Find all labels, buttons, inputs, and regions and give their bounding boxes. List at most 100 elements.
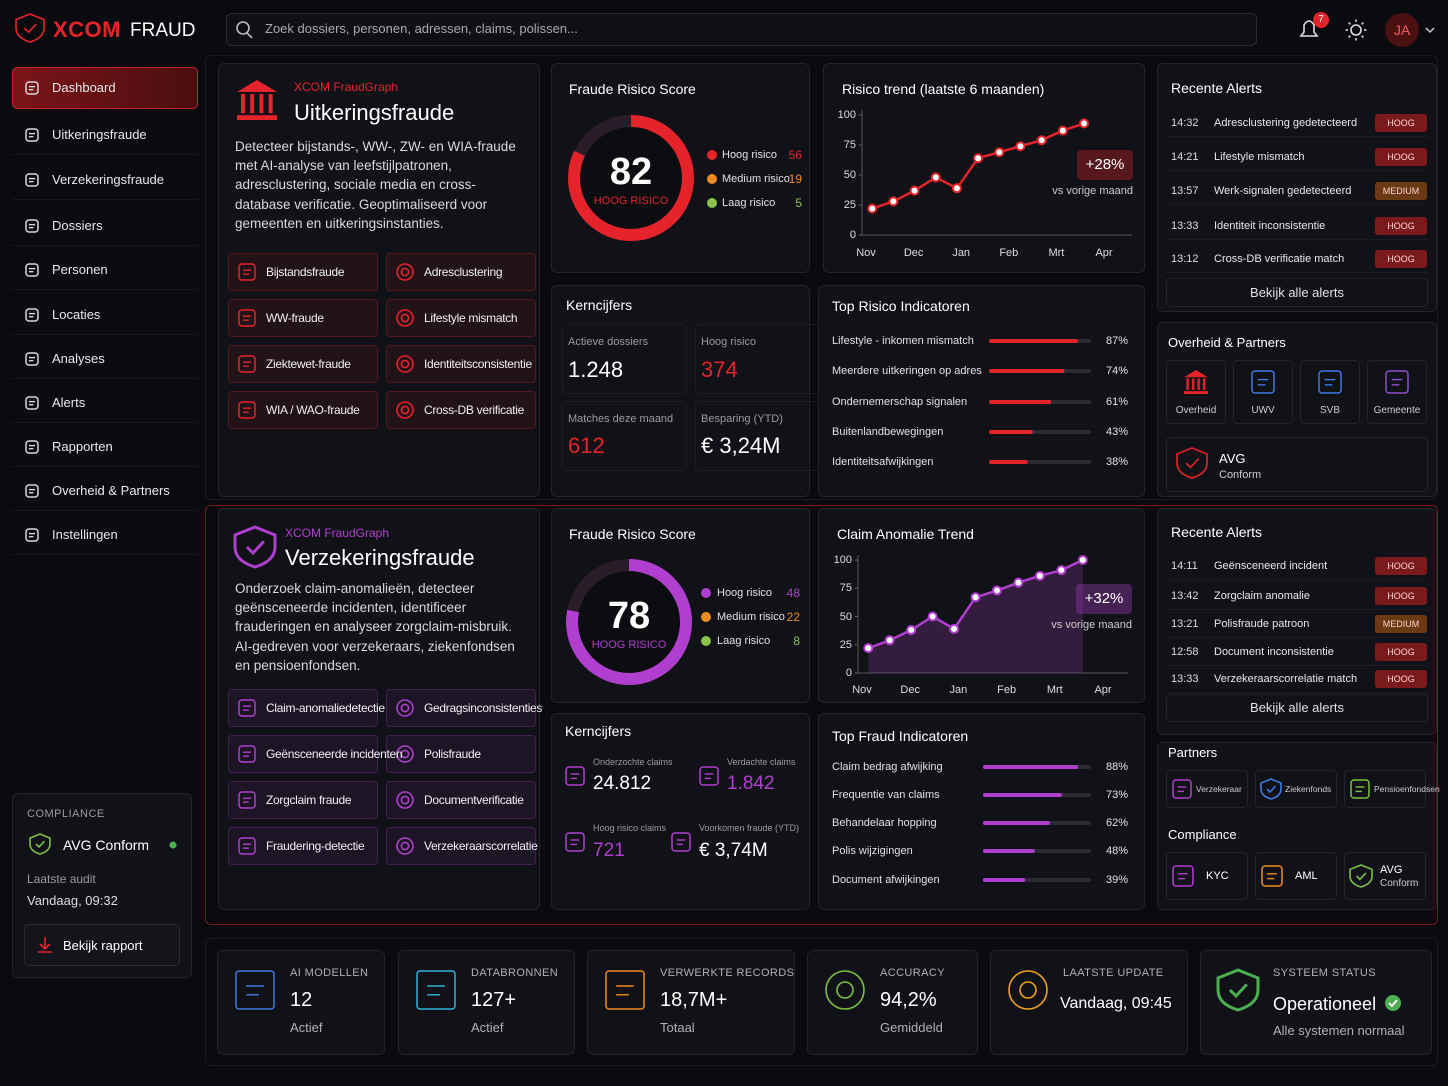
partner-tile[interactable] xyxy=(1367,360,1427,424)
y-tick-label: 50 xyxy=(839,610,852,623)
score-value: 78 xyxy=(607,595,651,637)
feature-label[interactable]: Geënsceneerde incidenten xyxy=(266,747,403,761)
nav-label[interactable]: Uitkeringsfraude xyxy=(52,127,147,142)
feature-label[interactable]: Verzekeraarscorrelatie xyxy=(424,839,538,853)
check-icon xyxy=(23,23,37,34)
compliance-tile[interactable] xyxy=(1166,852,1248,900)
alert-level: HOOG xyxy=(1387,118,1415,128)
compliance-tile[interactable] xyxy=(1344,852,1426,900)
alert-row[interactable] xyxy=(1166,109,1428,137)
report-button-label[interactable]: Bekijk rapport xyxy=(63,938,143,953)
x-tick-label: Dec xyxy=(903,247,924,259)
avatar[interactable] xyxy=(1385,13,1419,47)
nav-label[interactable]: Personen xyxy=(52,262,108,277)
nav-item[interactable] xyxy=(12,471,198,511)
nav-label[interactable]: Alerts xyxy=(52,395,86,410)
partner-tile[interactable] xyxy=(1300,360,1360,424)
feature-label[interactable]: Polisfraude xyxy=(424,747,481,761)
nav-label[interactable]: Instellingen xyxy=(52,527,118,542)
nav-item[interactable] xyxy=(12,206,198,246)
alert-row[interactable] xyxy=(1166,638,1428,666)
alert-row[interactable] xyxy=(1166,177,1428,205)
alerts-title: Recente Alerts xyxy=(1171,80,1263,96)
feature-label[interactable]: Gedragsinconsistenties xyxy=(424,701,543,715)
alert-row[interactable] xyxy=(1166,212,1428,240)
x-tick-label: Mrt xyxy=(1048,247,1065,259)
nav-item[interactable] xyxy=(12,427,198,467)
partner-tile[interactable] xyxy=(1255,770,1337,808)
feature-label[interactable]: Cross-DB verificatie xyxy=(424,403,525,417)
x-tick-label: Mrt xyxy=(1046,684,1063,696)
feature-label[interactable]: WW-fraude xyxy=(266,311,324,325)
nav-item[interactable] xyxy=(12,250,198,290)
alerts-link-label[interactable]: Bekijk alle alerts xyxy=(1250,700,1344,715)
alerts-link[interactable] xyxy=(1166,694,1428,722)
alert-row[interactable] xyxy=(1166,245,1428,273)
nav-label[interactable]: Overheid & Partners xyxy=(52,483,170,498)
nav-item[interactable] xyxy=(12,115,198,155)
nav-item[interactable] xyxy=(12,515,198,555)
kpi-value: 374 xyxy=(701,357,738,382)
legend-name: Medium risico xyxy=(717,611,785,623)
alert-badge xyxy=(1375,182,1427,200)
alert-row[interactable] xyxy=(1166,665,1428,693)
nav-label[interactable]: Dashboard xyxy=(52,80,116,95)
stat-label: AI MODELLEN xyxy=(290,967,369,979)
feature-label[interactable]: Fraudering-detectie xyxy=(266,839,365,853)
alert-row[interactable] xyxy=(1166,610,1428,638)
alert-level: HOOG xyxy=(1387,591,1415,601)
partner-tile[interactable] xyxy=(1166,360,1226,424)
feature-label[interactable]: WIA / WAO-fraude xyxy=(266,403,360,417)
feature-label[interactable]: Identiteitsconsistentie xyxy=(424,357,532,371)
y-tick-label: 25 xyxy=(839,638,852,651)
partner-tile[interactable] xyxy=(1344,770,1426,808)
nav-item[interactable] xyxy=(12,295,198,335)
feature-label[interactable]: Documentverificatie xyxy=(424,793,524,807)
alerts-link[interactable] xyxy=(1166,278,1428,307)
nav-label[interactable]: Rapporten xyxy=(52,439,113,454)
notification-count: 7 xyxy=(1318,14,1324,25)
x-tick-label: Apr xyxy=(1095,247,1113,259)
nav-item-active[interactable] xyxy=(12,67,198,109)
stat-sub: Alle systemen normaal xyxy=(1273,1023,1405,1038)
feature-label[interactable]: Bijstandsfraude xyxy=(266,265,345,279)
nav-item[interactable] xyxy=(12,160,198,200)
nav-item[interactable] xyxy=(12,383,198,423)
theme-icon-ray xyxy=(1348,35,1351,38)
alert-row[interactable] xyxy=(1166,552,1428,580)
compliance-tile[interactable] xyxy=(1255,852,1337,900)
nav-label[interactable]: Analyses xyxy=(52,351,105,366)
feature-label[interactable]: Adresclustering xyxy=(424,265,503,279)
kpi-label: Besparing (YTD) xyxy=(701,413,783,425)
feature-label[interactable]: Zorgclaim fraude xyxy=(266,793,352,807)
feature-button[interactable] xyxy=(386,689,536,727)
alerts-link-label[interactable]: Bekijk alle alerts xyxy=(1250,284,1344,300)
alert-text: Polisfraude patroon xyxy=(1214,618,1310,630)
nav-label[interactable]: Dossiers xyxy=(52,218,103,233)
partner-tile[interactable] xyxy=(1166,770,1248,808)
stat-value: 94,2% xyxy=(880,989,937,1011)
kpi-cell xyxy=(562,324,687,394)
nav-label[interactable]: Verzekeringsfraude xyxy=(52,172,165,187)
feature-label[interactable]: Ziektewet-fraude xyxy=(266,357,351,371)
indicator-name: Claim bedrag afwijking xyxy=(832,761,943,773)
indicator-name: Buitenlandbewegingen xyxy=(832,426,944,438)
alert-row[interactable] xyxy=(1166,143,1428,171)
compliance-tile xyxy=(1166,437,1428,492)
nav-label[interactable]: Locaties xyxy=(52,307,101,322)
kpi-panel xyxy=(551,285,810,497)
stat-sub: Totaal xyxy=(660,1020,695,1035)
feature-label[interactable]: Lifestyle mismatch xyxy=(424,311,518,325)
stats-frame xyxy=(205,938,1438,1066)
alert-row[interactable] xyxy=(1166,582,1428,610)
search-placeholder[interactable]: Zoek dossiers, personen, adressen, claim… xyxy=(265,21,578,36)
kpi-value: 1.248 xyxy=(568,357,624,382)
feature-label[interactable]: Claim-anomaliedetectie xyxy=(266,701,385,715)
alert-text: Identiteit inconsistentie xyxy=(1214,220,1326,232)
indicator-value: 48% xyxy=(1105,845,1128,857)
search-box[interactable] xyxy=(226,13,1257,46)
nav-item[interactable] xyxy=(12,339,198,379)
y-tick-label: 0 xyxy=(849,229,856,241)
partner-tile[interactable] xyxy=(1233,360,1293,424)
compliance-title: KYC xyxy=(1206,870,1229,882)
